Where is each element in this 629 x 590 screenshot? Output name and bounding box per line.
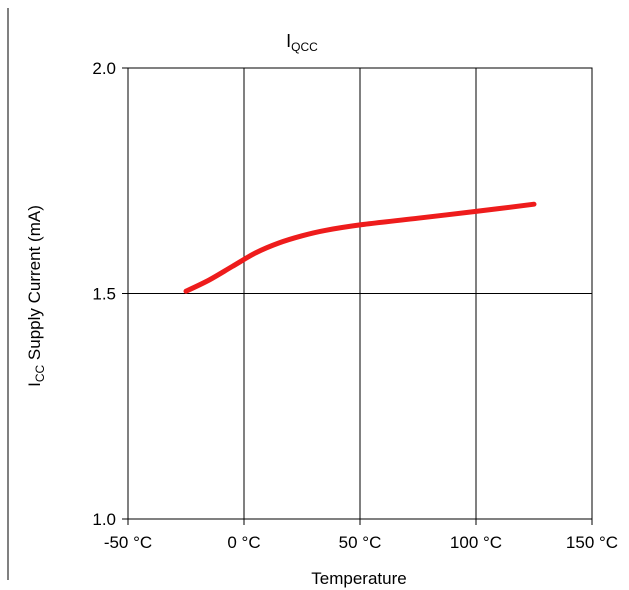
x-tick-label: 50 °C [339,533,382,552]
x-tick-label: 150 °C [566,533,618,552]
y-tick-label: 1.5 [92,285,116,304]
y-axis-title: ICC Supply Current (mA) [25,205,47,387]
x-axis-tick-labels: -50 °C 0 °C 50 °C 100 °C 150 °C [104,533,618,552]
chart-title-subscript: QCC [291,40,318,54]
x-axis-title: Temperature [311,569,406,588]
tick-marks [122,67,593,525]
grid [128,68,592,519]
chart-title: IQCC [286,31,318,54]
y-axis-title-main: I [25,382,44,387]
y-axis-tick-labels: 1.0 1.5 2.0 [92,59,116,529]
y-tick-label: 1.0 [92,510,116,529]
y-axis-title-rest: Supply Current (mA) [25,205,44,365]
x-tick-label: 0 °C [227,533,260,552]
series-layer [183,201,537,294]
x-tick-label: -50 °C [104,533,152,552]
y-tick-label: 2.0 [92,59,116,78]
series-line [183,201,537,294]
chart-title-main: I [286,31,291,51]
y-axis-title-subscript: CC [33,364,47,382]
x-tick-label: 100 °C [450,533,502,552]
